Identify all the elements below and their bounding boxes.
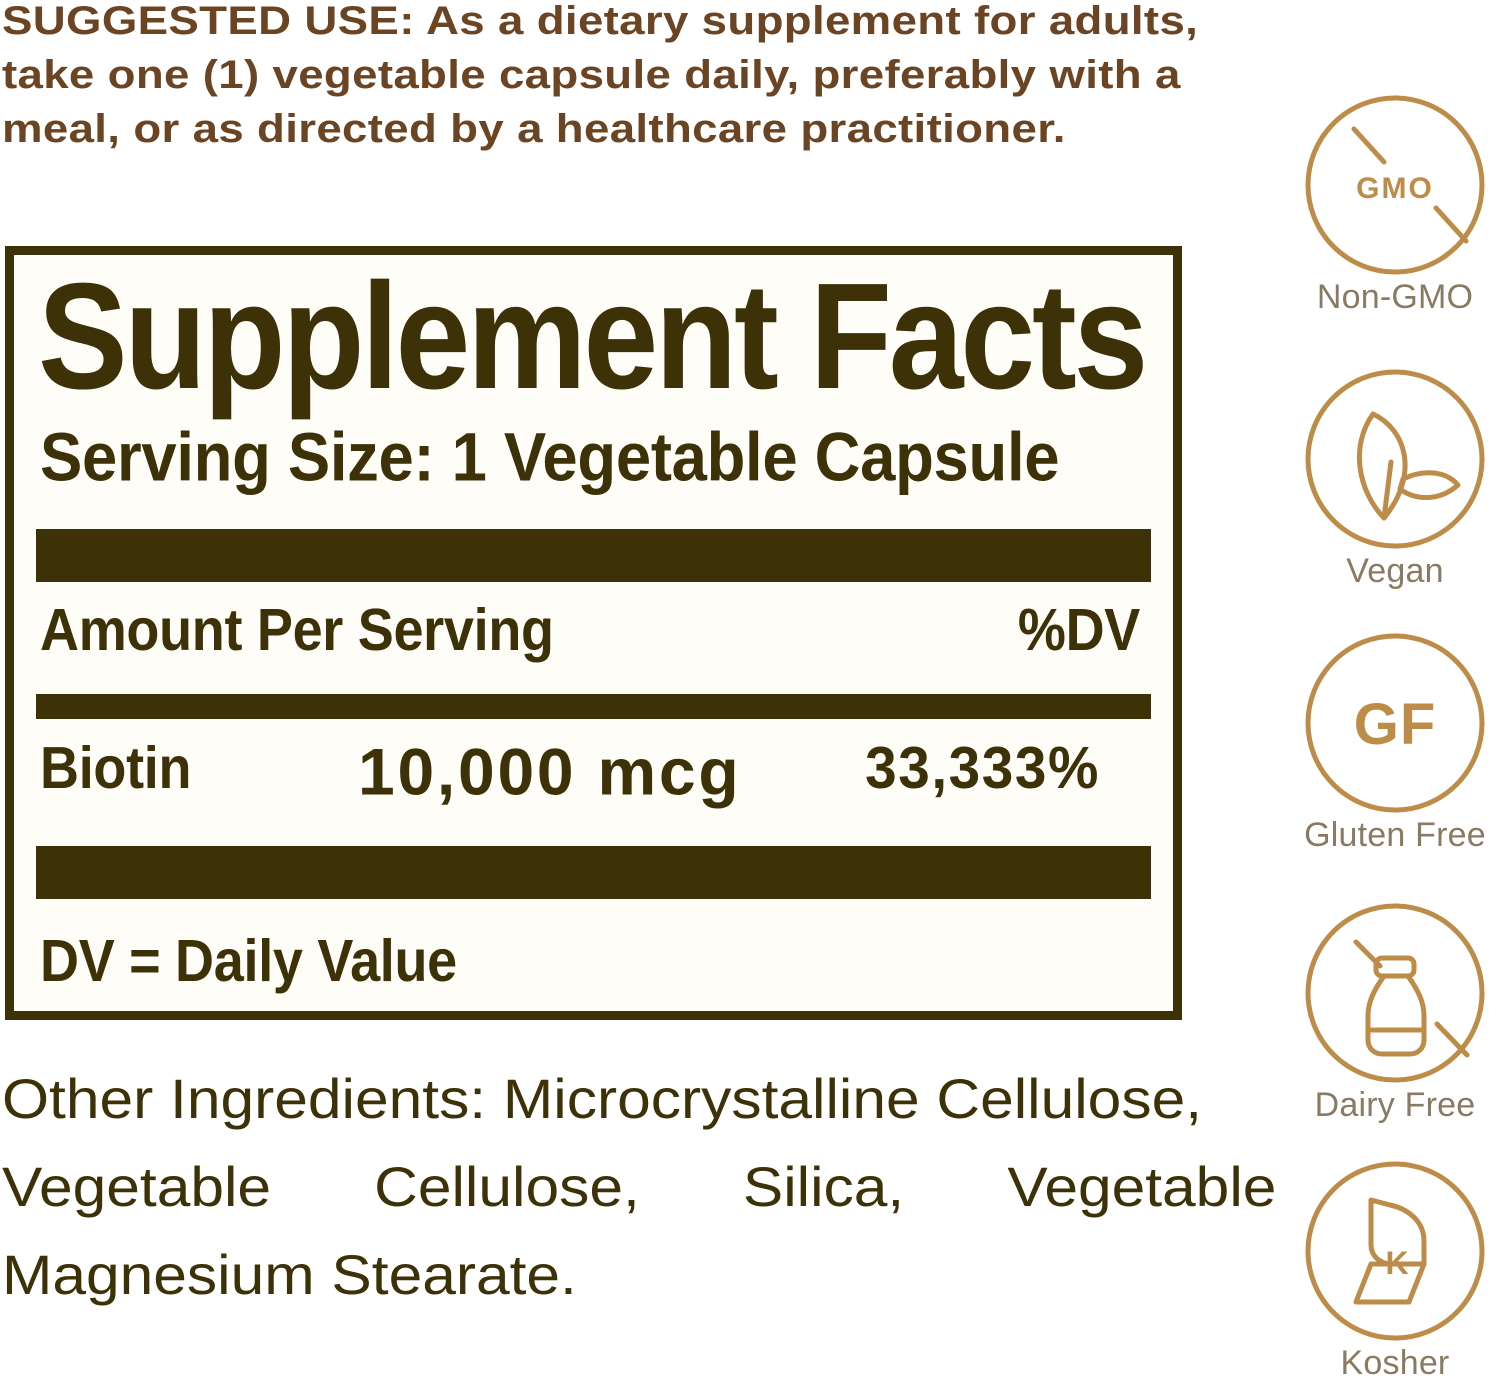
svg-text:GF: GF [1354, 692, 1437, 757]
svg-text:K: K [1385, 1245, 1408, 1281]
svg-text:GMO: GMO [1356, 172, 1434, 205]
